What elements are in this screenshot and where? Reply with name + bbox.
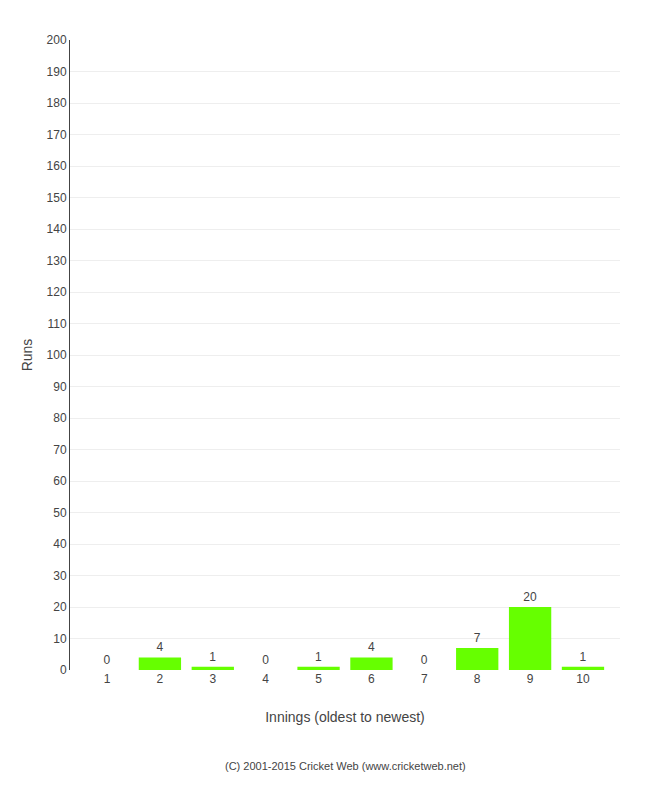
svg-text:30: 30 xyxy=(53,569,67,583)
svg-text:1: 1 xyxy=(209,650,216,664)
svg-text:140: 140 xyxy=(47,222,67,236)
svg-text:0: 0 xyxy=(262,653,269,667)
svg-text:0: 0 xyxy=(104,653,111,667)
svg-text:8: 8 xyxy=(474,672,481,686)
svg-text:170: 170 xyxy=(47,128,67,142)
svg-text:100: 100 xyxy=(47,348,67,362)
svg-text:180: 180 xyxy=(47,96,67,110)
svg-text:200: 200 xyxy=(47,33,67,47)
svg-text:130: 130 xyxy=(47,254,67,268)
svg-text:5: 5 xyxy=(315,672,322,686)
svg-text:20: 20 xyxy=(53,600,67,614)
svg-text:0: 0 xyxy=(60,663,67,677)
svg-text:4: 4 xyxy=(262,672,269,686)
svg-text:7: 7 xyxy=(474,631,481,645)
svg-text:Runs: Runs xyxy=(19,339,35,372)
svg-text:190: 190 xyxy=(47,65,67,79)
svg-text:50: 50 xyxy=(53,506,67,520)
svg-text:Innings (oldest to newest): Innings (oldest to newest) xyxy=(265,709,425,725)
svg-text:60: 60 xyxy=(53,474,67,488)
svg-text:1: 1 xyxy=(579,650,586,664)
svg-text:160: 160 xyxy=(47,159,67,173)
svg-text:110: 110 xyxy=(47,317,66,331)
svg-text:80: 80 xyxy=(53,411,67,425)
svg-text:7: 7 xyxy=(421,672,428,686)
svg-text:0: 0 xyxy=(421,653,428,667)
svg-text:150: 150 xyxy=(47,191,67,205)
svg-text:(C) 2001-2015 Cricket Web (www: (C) 2001-2015 Cricket Web (www.cricketwe… xyxy=(225,760,466,772)
svg-text:1: 1 xyxy=(315,650,322,664)
svg-text:4: 4 xyxy=(156,640,163,654)
svg-text:2: 2 xyxy=(157,672,164,686)
svg-text:3: 3 xyxy=(209,672,216,686)
svg-text:70: 70 xyxy=(53,443,67,457)
svg-text:40: 40 xyxy=(53,537,67,551)
svg-text:1: 1 xyxy=(104,672,111,686)
svg-text:4: 4 xyxy=(368,640,375,654)
svg-text:120: 120 xyxy=(47,285,67,299)
svg-text:20: 20 xyxy=(523,590,537,604)
svg-text:9: 9 xyxy=(527,672,534,686)
svg-text:90: 90 xyxy=(53,380,67,394)
svg-text:6: 6 xyxy=(368,672,375,686)
svg-text:10: 10 xyxy=(576,672,590,686)
svg-text:10: 10 xyxy=(53,632,67,646)
